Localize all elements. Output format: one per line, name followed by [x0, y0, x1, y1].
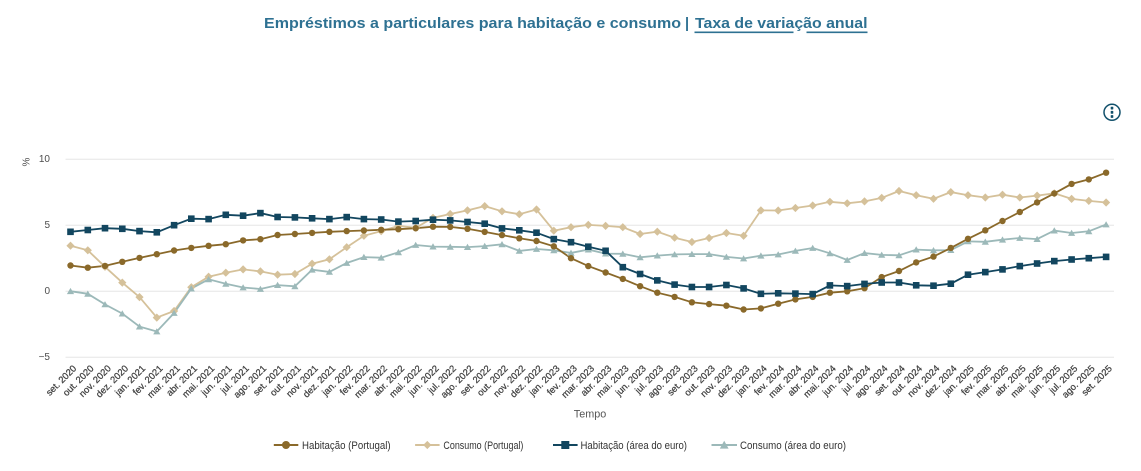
- svg-text:−5: −5: [39, 352, 51, 363]
- svg-text:Consumo (área do euro): Consumo (área do euro): [740, 440, 846, 452]
- svg-text:Habitação (área do euro): Habitação (área do euro): [581, 440, 688, 452]
- svg-text:Habitação (Portugal): Habitação (Portugal): [302, 440, 391, 452]
- svg-text:%: %: [22, 157, 33, 166]
- svg-text:10: 10: [39, 154, 51, 165]
- svg-text:0: 0: [44, 286, 50, 297]
- svg-text:Empréstimos a particulares par: Empréstimos a particulares para habitaçã…: [264, 16, 681, 32]
- svg-text:5: 5: [44, 220, 50, 231]
- svg-text:Consumo (Portugal): Consumo (Portugal): [443, 440, 523, 452]
- svg-text:|: |: [685, 16, 689, 32]
- svg-text:Tempo: Tempo: [574, 409, 606, 421]
- svg-text:Taxa de variação anual: Taxa de variação anual: [695, 16, 868, 32]
